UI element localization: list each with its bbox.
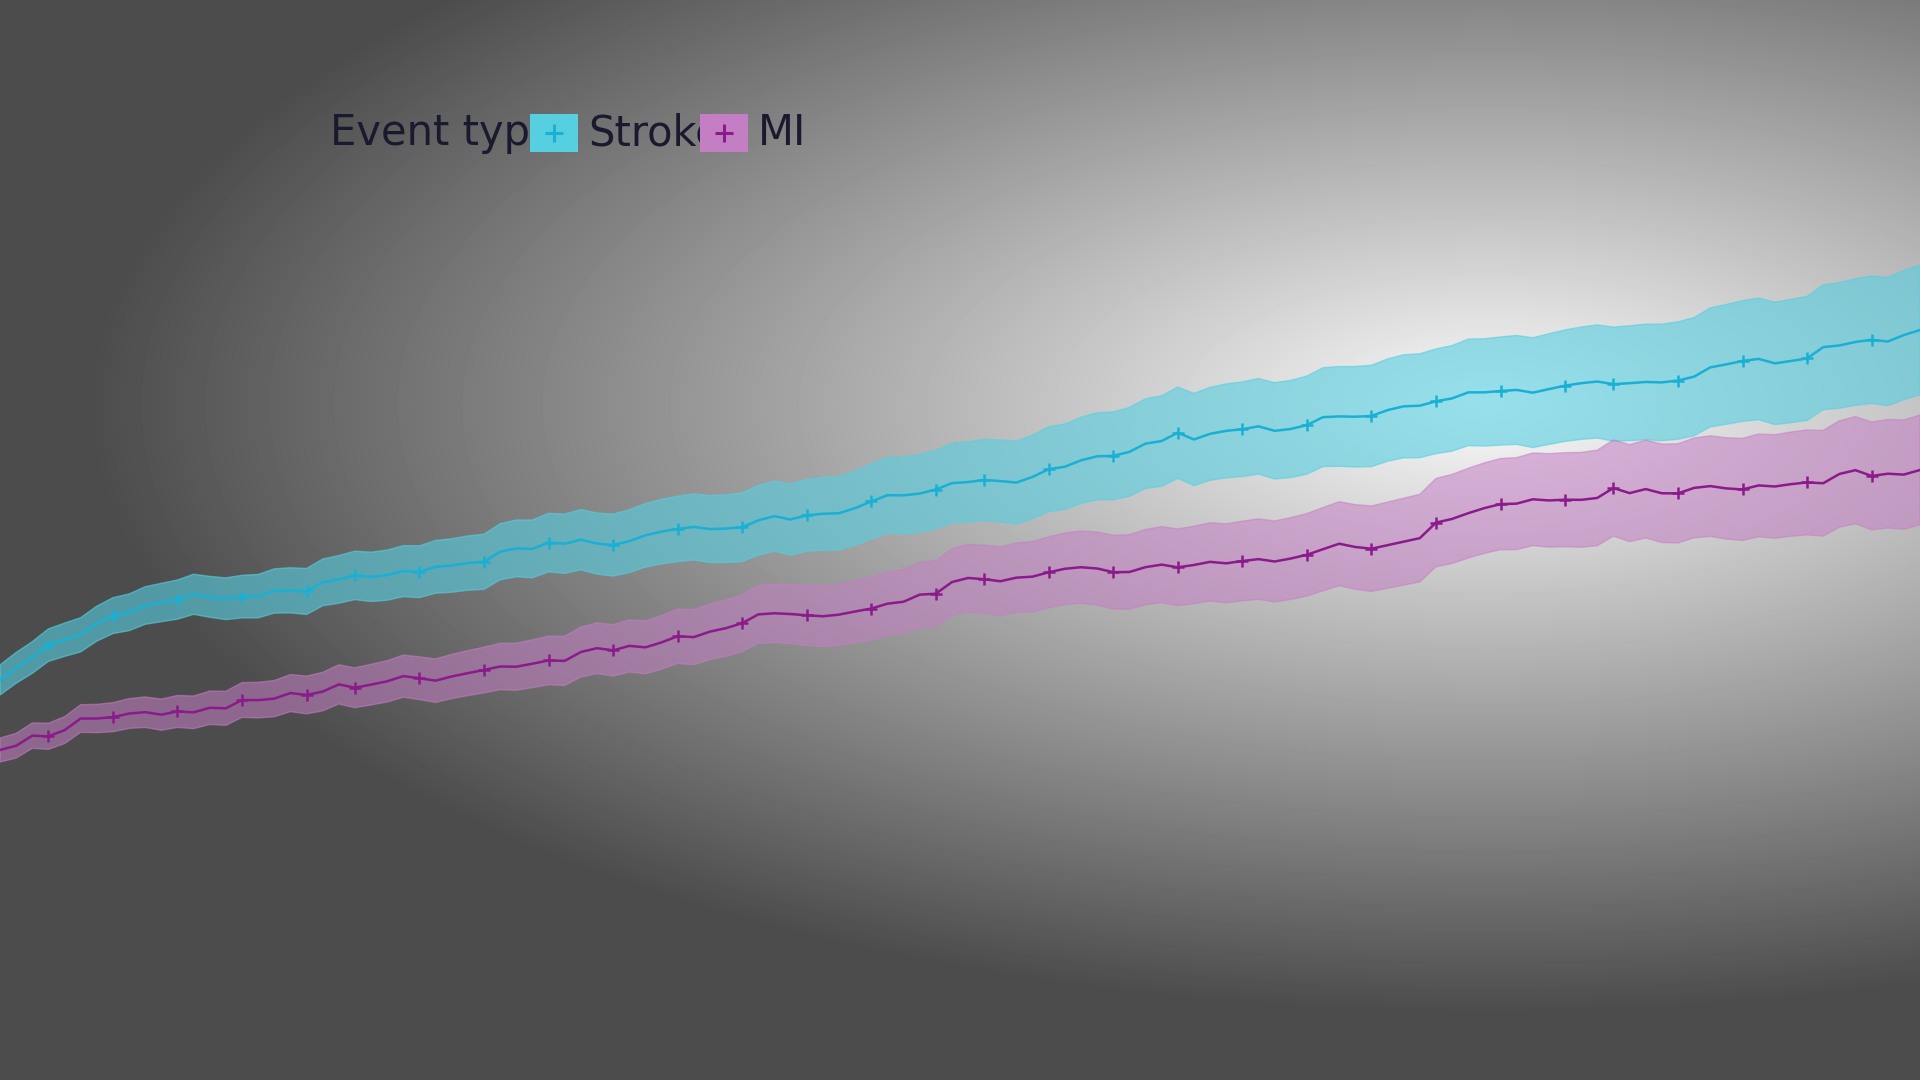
- Text: MI: MI: [758, 112, 806, 154]
- Bar: [530, 114, 578, 152]
- Text: Event type: Event type: [330, 112, 555, 154]
- Text: Stroke: Stroke: [588, 112, 720, 154]
- Bar: [701, 114, 749, 152]
